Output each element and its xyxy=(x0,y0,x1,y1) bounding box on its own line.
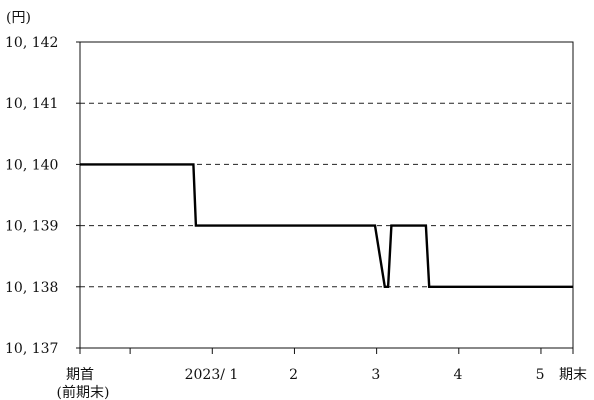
plot-border xyxy=(79,41,574,349)
y-tick-label: 10, 142 xyxy=(5,35,58,51)
x-tick-label: 2023/ 1 xyxy=(185,367,239,383)
x-tick-label: 2 xyxy=(289,367,298,383)
x-tick-label: 4 xyxy=(454,367,463,383)
gridlines xyxy=(80,102,573,288)
y-tick-label: 10, 141 xyxy=(5,96,58,112)
y-tick-label: 10, 138 xyxy=(5,280,58,296)
x-tick-label: 5 xyxy=(536,367,545,383)
y-tick-label: 10, 139 xyxy=(5,219,58,235)
x-tick-label: 期首 xyxy=(66,367,94,383)
series-layer xyxy=(80,163,573,288)
x-tick-label: 3 xyxy=(371,367,380,383)
y-axis-unit-label: (円) xyxy=(6,10,31,26)
y-tick-label: 10, 140 xyxy=(5,157,58,173)
y-axis-ticks: 10, 142 10, 141 10, 140 10, 139 10, 138 10, 1… xyxy=(5,35,80,357)
y-tick-label: 10, 137 xyxy=(5,341,58,357)
series-line xyxy=(80,163,573,288)
x-tick-sublabel: (前期末) xyxy=(57,384,110,400)
x-axis-ticks: 期首(前期末) 2023/ 1 2 3 4 5 期末 xyxy=(57,348,587,400)
plot-frame xyxy=(79,41,574,349)
x-tick-label: 期末 xyxy=(559,367,587,383)
